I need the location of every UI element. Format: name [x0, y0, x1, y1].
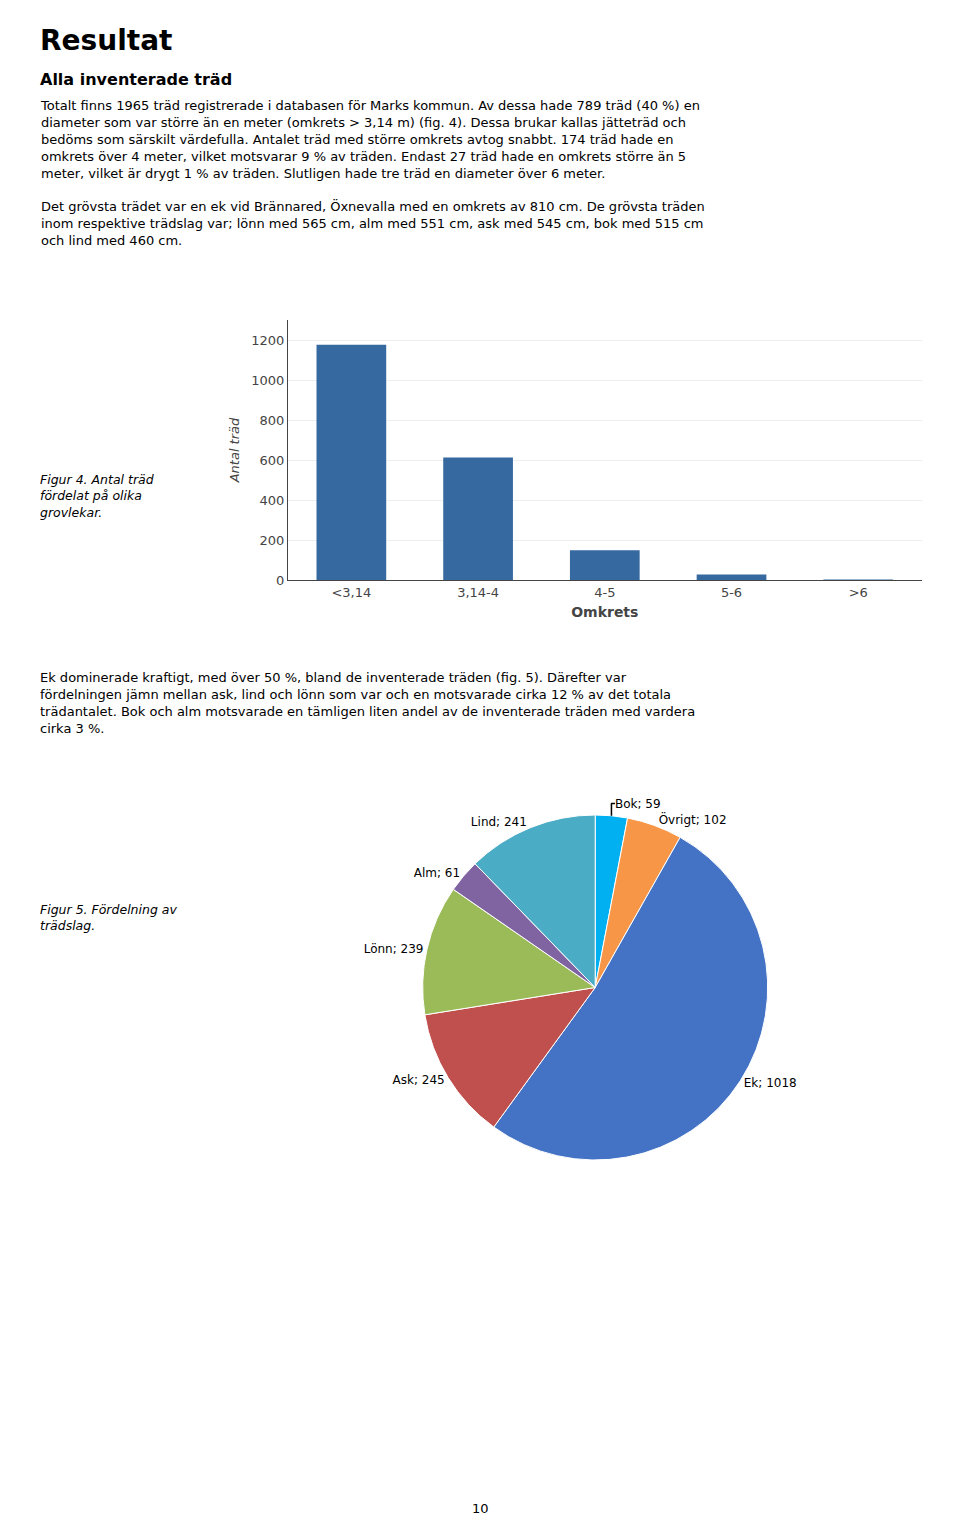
svg-text:200: 200: [260, 533, 285, 548]
svg-text:0: 0: [276, 573, 284, 588]
svg-text:Resultat: Resultat: [40, 24, 172, 57]
svg-text:Bok; 59: Bok; 59: [615, 797, 661, 811]
svg-text:600: 600: [260, 453, 285, 468]
svg-text:Totalt finns 1965 träd registr: Totalt finns 1965 träd registrerade i da…: [40, 98, 705, 248]
svg-text:3,14-4: 3,14-4: [457, 585, 499, 600]
svg-text:Alla inventerade träd: Alla inventerade träd: [40, 70, 232, 89]
svg-text:Lind; 241: Lind; 241: [471, 815, 527, 829]
svg-text:Alm; 61: Alm; 61: [414, 866, 460, 880]
svg-text:>6: >6: [849, 585, 868, 600]
svg-text:Omkrets: Omkrets: [571, 604, 638, 620]
svg-text:1200: 1200: [251, 333, 284, 348]
svg-text:Figur 5. Fördelning avträdslag: Figur 5. Fördelning avträdslag.: [40, 902, 177, 933]
svg-text:Ek dominerade kraftigt, med öv: Ek dominerade kraftigt, med över 50 %, b…: [40, 670, 695, 736]
svg-text:1000: 1000: [251, 373, 284, 388]
svg-text:<3,14: <3,14: [331, 585, 371, 600]
svg-text:400: 400: [260, 493, 285, 508]
svg-text:Lönn; 239: Lönn; 239: [364, 942, 424, 956]
svg-text:4-5: 4-5: [594, 585, 615, 600]
svg-text:Antal träd: Antal träd: [227, 417, 242, 483]
svg-text:5-6: 5-6: [721, 585, 742, 600]
svg-text:Ek; 1018: Ek; 1018: [744, 1076, 797, 1090]
svg-text:800: 800: [260, 413, 285, 428]
svg-text:Figur 4. Antal trädfördelat på: Figur 4. Antal trädfördelat på olikagrov…: [40, 472, 154, 520]
svg-text:Övrigt; 102: Övrigt; 102: [659, 811, 727, 827]
svg-text:Ask; 245: Ask; 245: [393, 1073, 445, 1087]
svg-text:10: 10: [472, 1501, 489, 1516]
